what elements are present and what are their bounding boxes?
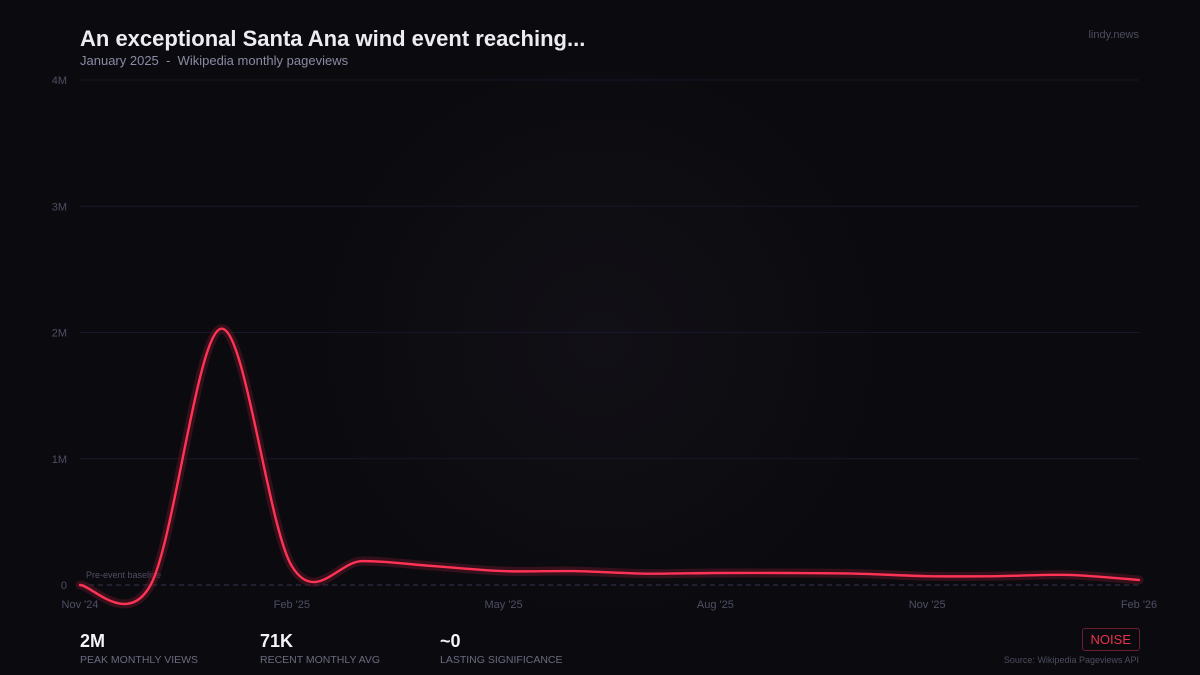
y-tick-label: 3M	[52, 201, 67, 213]
stat-value: 71K	[260, 631, 294, 651]
brand-link[interactable]: lindy.news	[1088, 29, 1139, 41]
chart-title: An exceptional Santa Ana wind event reac…	[80, 26, 586, 51]
x-tick-label: Feb '25	[274, 599, 310, 611]
y-tick-label: 0	[61, 580, 67, 592]
y-tick-label: 4M	[52, 75, 67, 87]
series-line-glow	[75, 324, 1144, 609]
x-tick-label: Nov '25	[909, 599, 946, 611]
noise-badge: NOISE	[1081, 628, 1140, 651]
x-tick-label: Nov '24	[62, 599, 99, 611]
chart-subtitle: January 2025 - Wikipedia monthly pagevie…	[80, 53, 349, 68]
background-glow	[300, 60, 900, 620]
stat-significance: ~0 LASTING SIGNIFICANCE	[440, 631, 563, 666]
x-tick-label: May '25	[485, 599, 523, 611]
stat-peak: 2M PEAK MONTHLY VIEWS	[80, 631, 198, 666]
stat-recent-avg: 71K RECENT MONTHLY AVG	[260, 631, 380, 666]
x-tick-label: Aug '25	[697, 599, 734, 611]
series-line	[78, 327, 1141, 606]
stat-value: 2M	[80, 631, 106, 651]
y-tick-label: 2M	[52, 328, 67, 340]
source-note: Source: Wikipedia Pageviews API	[1003, 655, 1139, 665]
baseline-label: Pre-event baseline	[86, 570, 161, 580]
y-tick-label: 1M	[52, 454, 67, 466]
x-tick-label: Feb '26	[1121, 599, 1157, 611]
stat-label: PEAK MONTHLY VIEWS	[80, 654, 199, 666]
stat-label: RECENT MONTHLY AVG	[260, 654, 380, 666]
stat-value: ~0	[440, 631, 461, 651]
stat-label: LASTING SIGNIFICANCE	[440, 654, 563, 666]
